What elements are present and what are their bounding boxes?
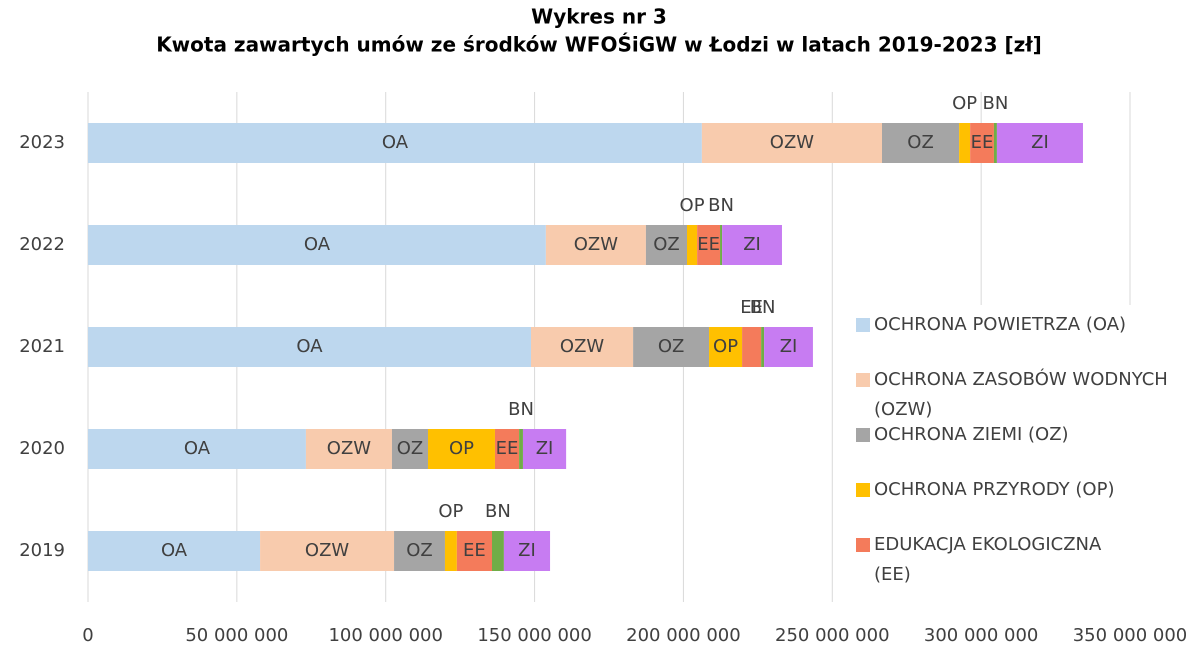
legend-background [845, 305, 1185, 605]
data-label: OZ [397, 438, 424, 459]
data-label: OZ [406, 540, 433, 561]
bar-segment [764, 327, 813, 367]
bar-segment [88, 123, 702, 163]
data-label: ZI [743, 234, 761, 255]
bar-segment [88, 531, 261, 571]
x-tick-label: 150 000 000 [477, 625, 592, 646]
data-label: OA [382, 132, 409, 153]
bar-segment [427, 429, 495, 469]
bar-segment [444, 531, 457, 571]
bar-segment [88, 429, 306, 469]
bar-segment [503, 531, 551, 571]
legend-label: OCHRONA ZIEMI (OZ) [874, 424, 1069, 445]
data-label: OA [161, 540, 188, 561]
bar-segment [88, 327, 531, 367]
data-label: OP [438, 501, 463, 522]
data-label: OZW [574, 234, 618, 255]
legend-label: EDUKACJA EKOLOGICZNA (EE) [874, 534, 1107, 585]
data-label: OP [449, 438, 474, 459]
y-tick-label: 2023 [19, 132, 65, 153]
data-label: OA [304, 234, 331, 255]
legend-label: OCHRONA PRZYRODY (OP) [874, 479, 1114, 500]
legend-swatch [856, 318, 870, 332]
bar-segment [993, 123, 997, 163]
data-label: ZI [1031, 132, 1049, 153]
legend-swatch [856, 538, 870, 552]
bar-segment [970, 123, 994, 163]
x-tick-label: 100 000 000 [328, 625, 443, 646]
data-label: ZI [536, 438, 554, 459]
bar-segment [491, 531, 504, 571]
y-tick-label: 2020 [19, 438, 65, 459]
data-label: BN [508, 399, 534, 420]
data-label: EE [971, 132, 994, 153]
bar-segment [697, 225, 721, 265]
data-label: OZ [907, 132, 934, 153]
bar-segment [996, 123, 1083, 163]
bar-segment [494, 429, 520, 469]
bar-segment [701, 123, 883, 163]
legend-label: OCHRONA ZASOBÓW WODNYCH (OZW) [874, 368, 1174, 420]
bar-segment [687, 225, 698, 265]
data-label: ZI [518, 540, 536, 561]
data-label: OZW [327, 438, 371, 459]
data-label: OZ [658, 336, 685, 357]
data-label: ZI [780, 336, 798, 357]
data-label: OZW [770, 132, 814, 153]
data-label: OZ [653, 234, 680, 255]
legend-swatch [856, 373, 870, 387]
legend-swatch [856, 428, 870, 442]
data-label: EE [697, 234, 720, 255]
y-tick-label: 2022 [19, 234, 65, 255]
bar-segment [391, 429, 428, 469]
data-label: OZW [560, 336, 604, 357]
bar-segment [761, 327, 765, 367]
data-label: EE [740, 297, 763, 318]
data-label: OZW [305, 540, 349, 561]
bar-segment [88, 225, 546, 265]
bar-segment [305, 429, 392, 469]
data-label: BN [708, 195, 734, 216]
data-label: BN [750, 297, 776, 318]
x-tick-label: 300 000 000 [924, 625, 1039, 646]
data-label: OA [184, 438, 211, 459]
bar-segment [394, 531, 445, 571]
y-tick-label: 2021 [19, 336, 65, 357]
legend-swatch [856, 483, 870, 497]
data-label: BN [485, 501, 511, 522]
data-label: OP [680, 195, 705, 216]
data-label: EE [463, 540, 486, 561]
bar-segment [530, 327, 634, 367]
data-label: OP [952, 93, 977, 114]
x-tick-label: 0 [82, 625, 93, 646]
bar-segment [633, 327, 710, 367]
x-tick-label: 250 000 000 [775, 625, 890, 646]
y-tick-label: 2019 [19, 540, 65, 561]
bar-segment [720, 225, 723, 265]
bar-segment [722, 225, 782, 265]
bar-segment [882, 123, 960, 163]
bar-segment [456, 531, 492, 571]
x-tick-label: 200 000 000 [626, 625, 741, 646]
data-label: OA [296, 336, 323, 357]
bar-segment [260, 531, 395, 571]
chart-title: Wykres nr 3 [531, 5, 667, 29]
data-label: EE [496, 438, 519, 459]
x-tick-label: 350 000 000 [1073, 625, 1188, 646]
bar-segment [519, 429, 523, 469]
bar-segment [709, 327, 743, 367]
bar-segment [545, 225, 646, 265]
bar-segment [645, 225, 688, 265]
data-label: OP [713, 336, 738, 357]
legend-label: OCHRONA POWIETRZA (OA) [874, 314, 1126, 335]
bar-segment [522, 429, 567, 469]
data-label: BN [983, 93, 1009, 114]
chart-subtitle: Kwota zawartych umów ze środków WFOŚiGW … [156, 33, 1042, 57]
x-tick-label: 50 000 000 [185, 625, 288, 646]
bar-segment [959, 123, 971, 163]
bar-segment [742, 327, 762, 367]
